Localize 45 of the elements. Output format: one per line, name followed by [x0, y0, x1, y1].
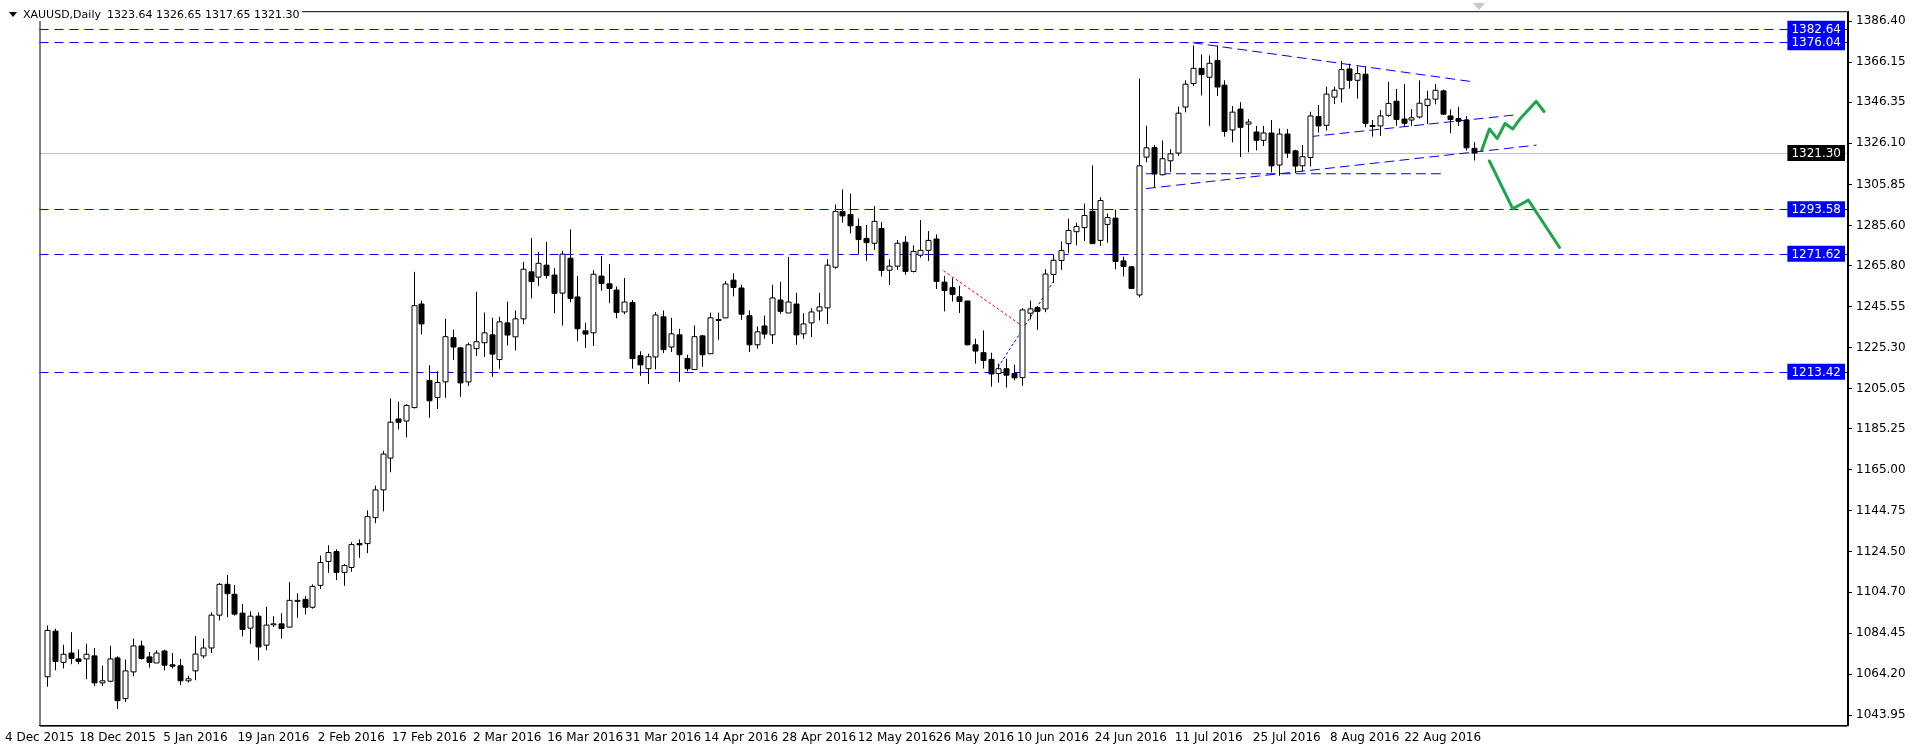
y-tick-label: 1144.75	[1856, 503, 1906, 517]
y-tick-label: 1205.05	[1856, 380, 1906, 395]
y-tick-label: 1326.10	[1856, 135, 1906, 150]
y-tick-label: 1225.30	[1856, 339, 1906, 354]
x-tick-label: 22 Aug 2016	[1404, 729, 1482, 744]
chart-title: XAUUSD,Daily	[23, 8, 101, 21]
ref-line-label: 1271.62	[1791, 246, 1841, 261]
x-tick-label: 18 Dec 2015	[79, 729, 156, 744]
x-tick-label: 25 Jul 2016	[1252, 729, 1321, 744]
y-tick-label: 1386.40	[1856, 13, 1906, 28]
x-tick-label: 2 Feb 2016	[317, 729, 385, 744]
y-tick-label: 1245.55	[1856, 298, 1906, 313]
x-tick-label: 11 Jul 2016	[1174, 729, 1243, 744]
x-tick-label: 12 May 2016	[857, 729, 937, 744]
y-tick-label: 1305.85	[1856, 176, 1906, 191]
x-tick-label: 31 Mar 2016	[625, 729, 702, 744]
ref-line-label: 1213.42	[1791, 364, 1841, 379]
ref-line-label: 1321.30	[1791, 146, 1841, 161]
x-tick-label: 17 Feb 2016	[391, 729, 467, 744]
y-tick-label: 1366.15	[1856, 54, 1906, 69]
x-tick-label: 5 Jan 2016	[163, 729, 228, 744]
x-tick-label: 8 Aug 2016	[1330, 729, 1400, 744]
x-tick-label: 2 Mar 2016	[473, 729, 542, 744]
ref-line-label: 1376.04	[1791, 35, 1841, 50]
x-tick-label: 16 Mar 2016	[547, 729, 624, 744]
x-tick-label: 10 Jun 2016	[1016, 729, 1089, 744]
y-tick-label: 1165.00	[1856, 461, 1906, 476]
ref-line-label: 1293.58	[1791, 202, 1841, 217]
chart-subtitle: 1323.64 1326.65 1317.65 1321.30	[106, 8, 300, 21]
y-tick-label: 1346.35	[1856, 94, 1906, 109]
x-tick-label: 28 Apr 2016	[781, 729, 857, 744]
y-tick-label: 1084.45	[1856, 625, 1906, 640]
x-tick-label: 14 Apr 2016	[703, 729, 779, 744]
ref-line-label: 1382.64	[1791, 21, 1841, 36]
y-tick-label: 1124.50	[1856, 544, 1906, 559]
y-tick-label: 1064.20	[1856, 666, 1906, 681]
x-tick-label: 4 Dec 2015	[5, 729, 75, 744]
x-tick-label: 26 May 2016	[935, 729, 1015, 744]
y-tick-label: 1265.80	[1856, 257, 1906, 272]
y-tick-label: 1043.95	[1856, 707, 1906, 722]
y-tick-label: 1185.25	[1856, 420, 1906, 435]
y-tick-label: 1104.70	[1856, 584, 1906, 599]
x-tick-label: 24 Jun 2016	[1094, 729, 1167, 744]
x-tick-label: 19 Jan 2016	[237, 729, 310, 744]
y-tick-label: 1285.60	[1856, 217, 1906, 232]
